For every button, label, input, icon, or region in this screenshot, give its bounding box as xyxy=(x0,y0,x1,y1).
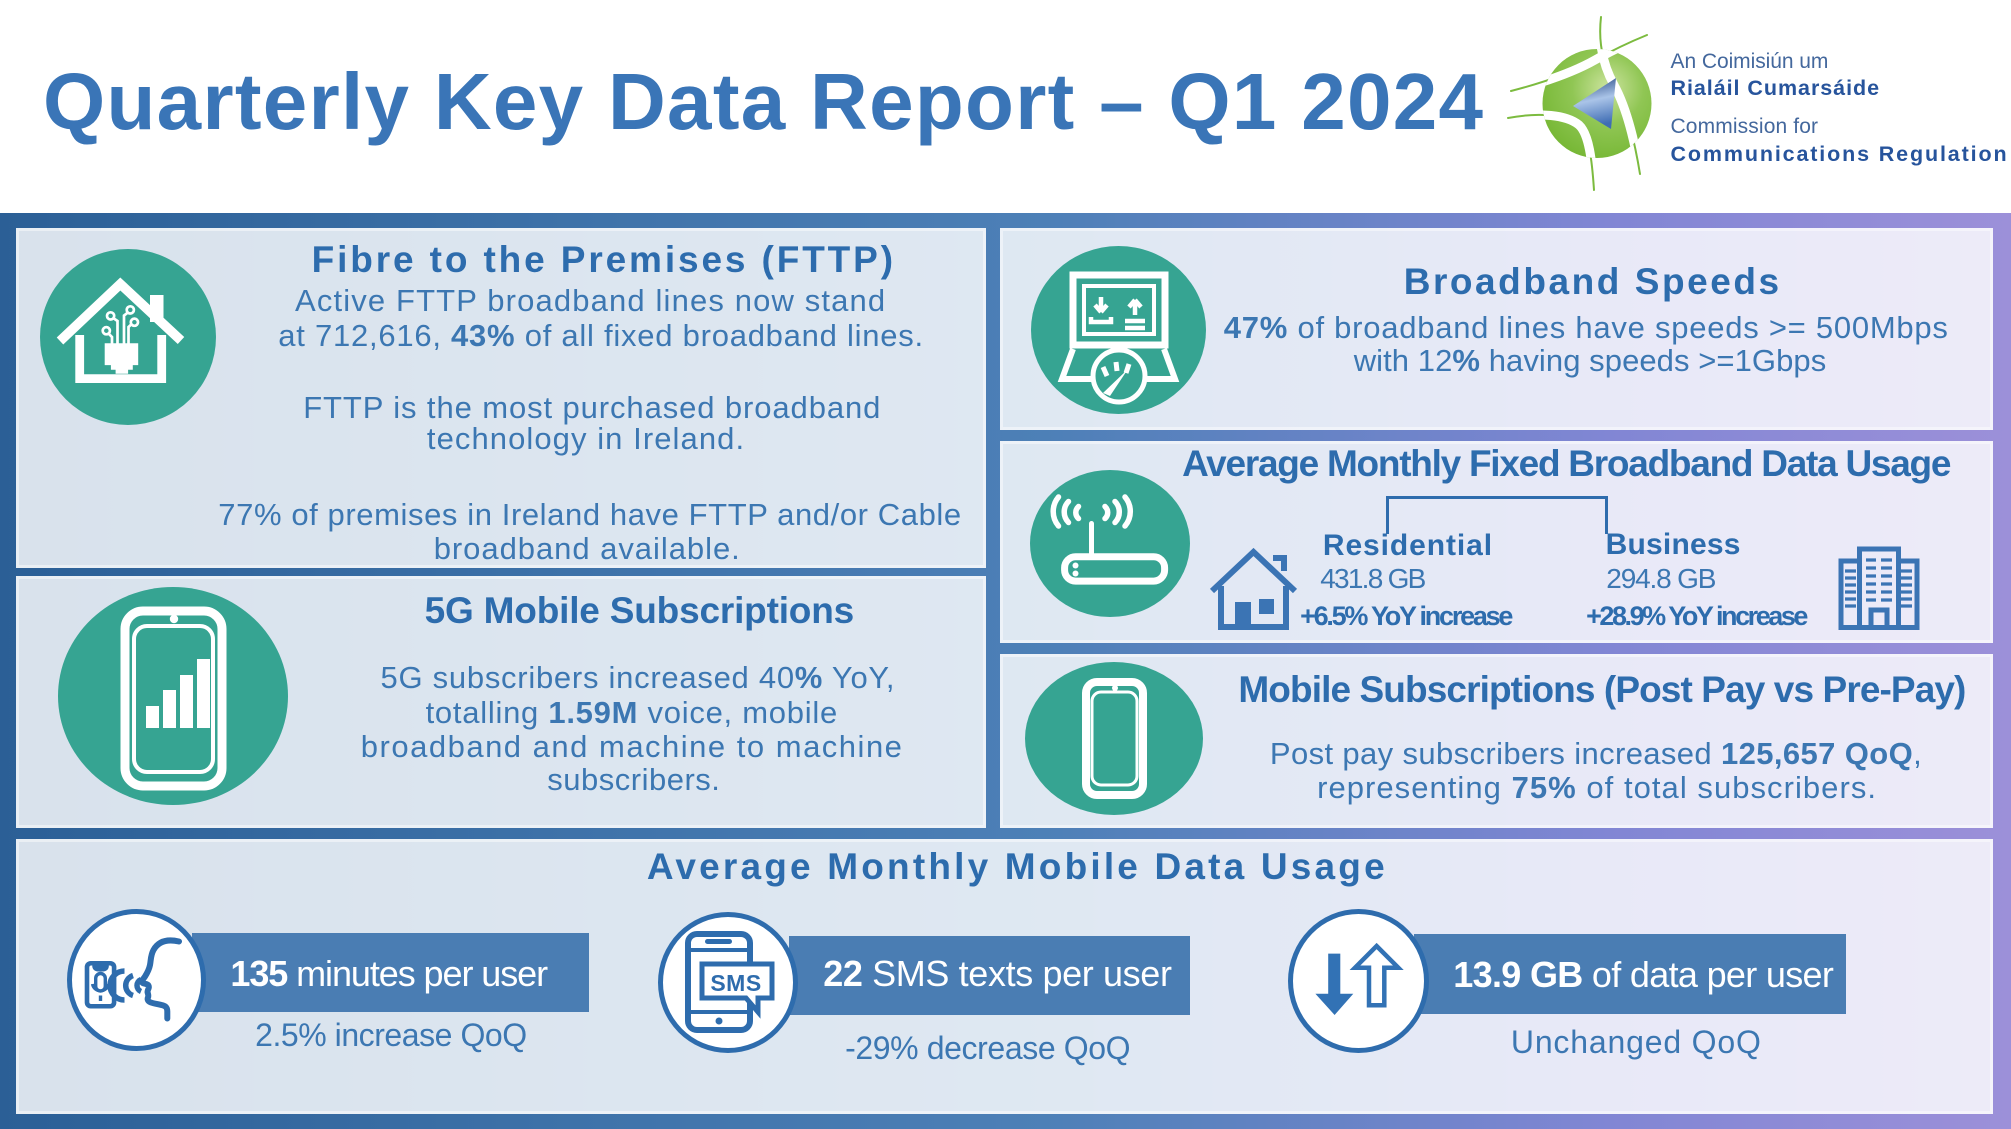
svg-text:SMS: SMS xyxy=(710,970,761,996)
